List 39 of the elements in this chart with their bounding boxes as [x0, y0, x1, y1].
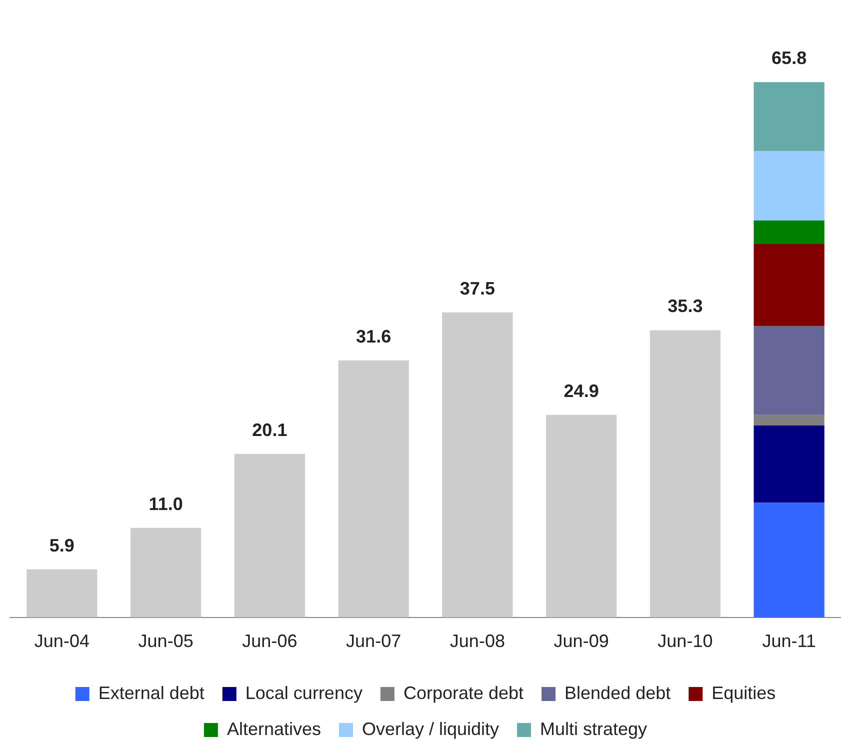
data-label: 35.3 — [668, 296, 703, 316]
data-label: 5.9 — [49, 535, 74, 556]
legend-label: Blended debt — [564, 682, 671, 703]
x-tick-label: Jun-04 — [34, 631, 90, 652]
bar — [754, 425, 824, 503]
x-tick-label: Jun-07 — [346, 631, 402, 652]
bar — [234, 454, 306, 618]
legend-label: Local currency — [245, 682, 362, 703]
bar — [754, 220, 824, 244]
legend-label: Corporate debt — [403, 682, 524, 703]
legend-label: Multi strategy — [540, 718, 648, 739]
bar — [546, 414, 617, 618]
bar — [130, 528, 202, 618]
bar — [754, 244, 824, 326]
x-tick-label: Jun-08 — [450, 631, 505, 652]
data-label: 24.9 — [564, 380, 599, 401]
bar — [442, 312, 513, 618]
x-tick-label: Jun-09 — [554, 631, 609, 652]
data-label: 31.6 — [356, 326, 392, 346]
x-tick-label: Jun-05 — [138, 631, 194, 652]
bar — [754, 151, 824, 220]
data-label: 37.5 — [460, 278, 495, 298]
legend-label: Equities — [712, 682, 776, 703]
legend-label: Alternatives — [226, 718, 321, 739]
data-label: 20.1 — [252, 420, 288, 440]
data-label: 11.0 — [148, 494, 183, 514]
legend-label: Overlay / liquidity — [362, 718, 500, 739]
legend-label: External debt — [98, 682, 204, 703]
bar — [754, 414, 824, 426]
bar — [754, 326, 824, 415]
x-tick-label: Jun-11 — [762, 631, 816, 652]
bar — [650, 330, 721, 618]
bar — [26, 569, 98, 618]
x-tick-label: Jun-10 — [658, 631, 713, 652]
bar — [754, 502, 824, 618]
bar — [754, 82, 824, 152]
total-label: 65.8 — [772, 48, 807, 68]
bar — [338, 360, 409, 618]
x-tick-label: Jun-06 — [242, 631, 298, 652]
